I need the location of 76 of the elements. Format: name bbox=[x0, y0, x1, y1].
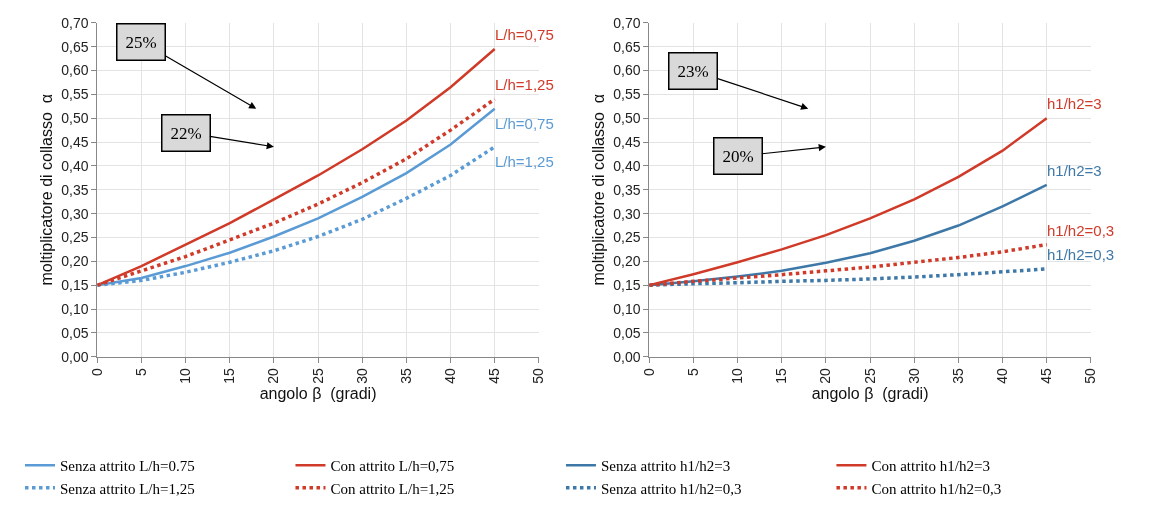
annotation: L/h=0,75 bbox=[495, 26, 554, 43]
x-tick-label: 20 bbox=[265, 368, 282, 384]
y-tick-label: 0,25 bbox=[613, 229, 641, 246]
annotation: 20% bbox=[722, 146, 754, 166]
y-tick-label: 0,00 bbox=[61, 348, 89, 365]
y-tick-label: 0,15 bbox=[61, 277, 89, 294]
y-tick-label: 0,20 bbox=[613, 253, 641, 270]
y-tick-label: 0,50 bbox=[613, 110, 641, 127]
y-tick-label: 0,70 bbox=[61, 14, 89, 31]
x-tick-label: 25 bbox=[861, 368, 878, 384]
x-tick-label: 15 bbox=[773, 368, 790, 384]
x-tick-label: 10 bbox=[729, 368, 746, 384]
y-axis-title: moltiplicatore di collasso α bbox=[38, 93, 56, 286]
x-tick-label: 0 bbox=[640, 368, 657, 377]
y-tick-label: 0,65 bbox=[613, 38, 641, 55]
legend-label: Senza attrito h1/h2=0,3 bbox=[600, 480, 742, 497]
y-tick-label: 0,30 bbox=[61, 205, 89, 222]
x-tick-label: 10 bbox=[177, 368, 194, 384]
x-tick-label: 30 bbox=[353, 368, 370, 384]
annotation: L/h=0,75 bbox=[495, 115, 554, 132]
x-tick-label: 20 bbox=[817, 368, 834, 384]
y-tick-label: 0,15 bbox=[613, 277, 641, 294]
x-tick-label: 50 bbox=[530, 368, 547, 384]
y-tick-label: 0,65 bbox=[61, 38, 89, 55]
annotation: h1/h2=0,3 bbox=[1047, 246, 1115, 263]
annotation: L/h=1,25 bbox=[495, 76, 554, 93]
x-tick-label: 5 bbox=[132, 368, 149, 377]
x-tick-label: 25 bbox=[309, 368, 326, 384]
x-tick-label: 15 bbox=[221, 368, 238, 384]
x-tick-label: 45 bbox=[486, 368, 503, 384]
annotation: L/h=1,25 bbox=[495, 153, 554, 170]
x-tick-label: 0 bbox=[88, 368, 105, 377]
y-tick-label: 0,00 bbox=[613, 348, 641, 365]
legend-label: Senza attrito L/h=1,25 bbox=[60, 480, 195, 497]
annotation: 25% bbox=[125, 32, 157, 52]
y-tick-label: 0,70 bbox=[613, 14, 641, 31]
y-tick-label: 0,05 bbox=[613, 324, 641, 341]
y-axis-title: moltiplicatore di collasso α bbox=[590, 93, 608, 286]
annotation: 23% bbox=[677, 61, 709, 81]
legend-label: Con attrito L/h=0,75 bbox=[330, 458, 455, 475]
legend-label: Con attrito L/h=1,25 bbox=[330, 480, 455, 497]
x-axis-title: angolo β (gradi) bbox=[811, 384, 929, 402]
y-tick-label: 0,10 bbox=[61, 300, 89, 317]
y-tick-label: 0,20 bbox=[61, 253, 89, 270]
y-tick-label: 0,35 bbox=[613, 181, 641, 198]
y-tick-label: 0,10 bbox=[613, 300, 641, 317]
x-tick-label: 40 bbox=[442, 368, 459, 384]
y-tick-label: 0,60 bbox=[613, 62, 641, 79]
y-tick-label: 0,55 bbox=[613, 86, 641, 103]
legend-label: Con attrito h1/h2=3 bbox=[871, 458, 990, 475]
x-tick-label: 50 bbox=[1082, 368, 1099, 384]
x-tick-label: 35 bbox=[949, 368, 966, 384]
x-tick-label: 30 bbox=[905, 368, 922, 384]
legend-label: Senza attrito h1/h2=3 bbox=[600, 458, 731, 475]
y-tick-label: 0,25 bbox=[61, 229, 89, 246]
y-tick-label: 0,30 bbox=[613, 205, 641, 222]
y-tick-label: 0,40 bbox=[613, 157, 641, 174]
y-tick-label: 0,45 bbox=[613, 133, 641, 150]
annotation: 22% bbox=[170, 123, 202, 143]
x-tick-label: 35 bbox=[397, 368, 414, 384]
y-tick-label: 0,40 bbox=[61, 157, 89, 174]
legend-label: Con attrito h1/h2=0,3 bbox=[871, 480, 1002, 497]
y-tick-label: 0,45 bbox=[61, 133, 89, 150]
x-tick-label: 40 bbox=[994, 368, 1011, 384]
annotation: h1/h2=3 bbox=[1047, 162, 1102, 179]
y-tick-label: 0,55 bbox=[61, 86, 89, 103]
x-tick-label: 45 bbox=[1038, 368, 1055, 384]
y-tick-label: 0,35 bbox=[61, 181, 89, 198]
annotation: h1/h2=3 bbox=[1047, 95, 1102, 112]
annotation: h1/h2=0,3 bbox=[1047, 222, 1115, 239]
x-tick-label: 5 bbox=[684, 368, 701, 377]
legend-label: Senza attrito L/h=0.75 bbox=[60, 458, 195, 475]
x-axis-title: angolo β (gradi) bbox=[259, 384, 377, 402]
y-tick-label: 0,05 bbox=[61, 324, 89, 341]
y-tick-label: 0,50 bbox=[61, 110, 89, 127]
y-tick-label: 0,60 bbox=[61, 62, 89, 79]
